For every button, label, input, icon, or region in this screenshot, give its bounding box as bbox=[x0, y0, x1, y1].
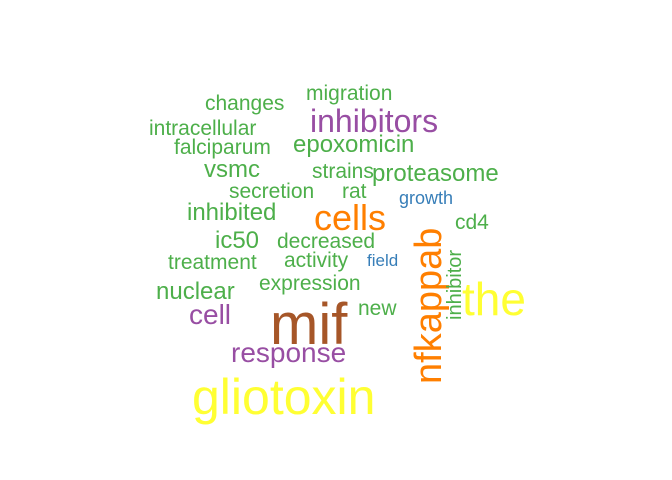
word-the: the bbox=[462, 273, 526, 325]
word-epoxomicin: epoxomicin bbox=[293, 131, 415, 158]
word-growth: growth bbox=[399, 188, 454, 208]
word-rat: rat bbox=[342, 180, 367, 203]
word-nfkappab: nfkappab bbox=[408, 227, 450, 384]
word-activity: activity bbox=[284, 249, 349, 272]
word-new: new bbox=[358, 297, 397, 320]
word-secretion: secretion bbox=[229, 180, 315, 203]
word-ic50: ic50 bbox=[215, 227, 260, 254]
word-nuclear: nuclear bbox=[156, 278, 235, 305]
word-gliotoxin: gliotoxin bbox=[192, 369, 376, 425]
word-cd4: cd4 bbox=[455, 211, 489, 234]
word-inhibitor: inhibitor bbox=[444, 249, 466, 320]
word-expression: expression bbox=[259, 272, 361, 295]
word-changes: changes bbox=[205, 92, 285, 115]
word-decreased: decreased bbox=[277, 230, 376, 253]
word-falciparum: falciparum bbox=[174, 136, 271, 159]
word-mif: mif bbox=[270, 292, 348, 357]
word-proteasome: proteasome bbox=[372, 160, 499, 187]
word-response: response bbox=[231, 337, 347, 368]
word-vsmc: vsmc bbox=[204, 156, 260, 183]
word-cell: cell bbox=[189, 299, 232, 330]
word-cells: cells bbox=[314, 197, 387, 238]
word-inhibited: inhibited bbox=[187, 199, 277, 226]
word-treatment: treatment bbox=[168, 251, 257, 274]
word-intracellular: intracellular bbox=[149, 117, 257, 140]
word-strains: strains bbox=[312, 160, 374, 183]
word-migration: migration bbox=[306, 82, 393, 105]
word-inhibitors: inhibitors bbox=[310, 103, 439, 139]
word-field: field bbox=[367, 251, 399, 270]
